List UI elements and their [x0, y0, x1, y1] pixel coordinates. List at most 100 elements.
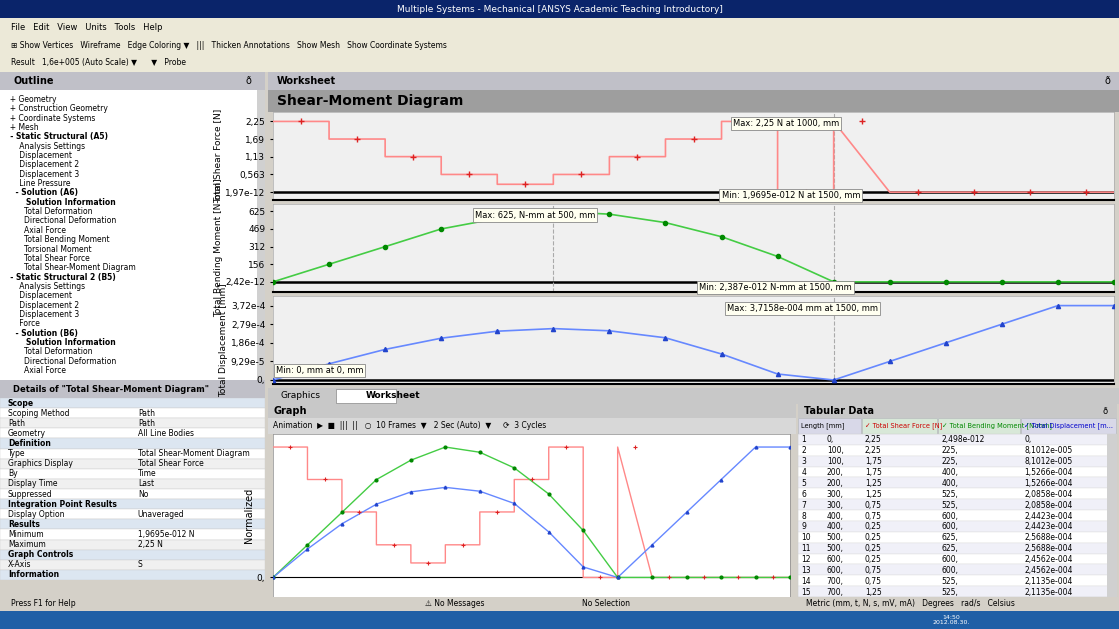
Text: Minimum: Minimum: [8, 530, 44, 539]
Bar: [0, 540, 265, 550]
Text: Displacement 2: Displacement 2: [6, 301, 79, 309]
Text: Torsional Moment: Torsional Moment: [6, 245, 92, 253]
Bar: [0, 459, 265, 469]
Text: ð: ð: [1104, 76, 1110, 86]
Text: ð: ð: [1102, 406, 1108, 416]
Bar: [939, 418, 1021, 434]
Text: Shear-Moment Diagram: Shear-Moment Diagram: [276, 94, 463, 108]
Bar: [0, 570, 265, 580]
Text: 500,: 500,: [827, 544, 844, 553]
Text: Analysis Settings: Analysis Settings: [6, 282, 85, 291]
Text: Geometry: Geometry: [8, 429, 46, 438]
Text: Displacement 3: Displacement 3: [6, 310, 79, 319]
Text: 1,75: 1,75: [865, 468, 882, 477]
Text: ð: ð: [246, 76, 252, 86]
Text: No: No: [138, 489, 148, 499]
Text: 100,: 100,: [827, 457, 844, 466]
Text: Maximum: Maximum: [8, 540, 46, 549]
Text: 1,25: 1,25: [865, 479, 882, 488]
Text: + Coordinate Systems: + Coordinate Systems: [6, 114, 95, 123]
Text: 2,5688e-004: 2,5688e-004: [1025, 544, 1073, 553]
Text: Line Pressure: Line Pressure: [6, 179, 70, 188]
Text: Total Deformation: Total Deformation: [6, 347, 93, 357]
Text: 0,25: 0,25: [865, 533, 882, 542]
Text: Total Shear Force: Total Shear Force: [138, 459, 204, 468]
Text: 1,25: 1,25: [865, 587, 882, 597]
Text: 700,: 700,: [827, 587, 844, 597]
Text: Definition: Definition: [8, 439, 50, 448]
Y-axis label: Normalized: Normalized: [244, 488, 254, 543]
Text: Display Time: Display Time: [8, 479, 57, 489]
Text: Displacement: Displacement: [6, 291, 72, 300]
Text: 525,: 525,: [941, 577, 959, 586]
Text: Press F1 for Help: Press F1 for Help: [11, 599, 76, 608]
Bar: [0, 550, 265, 560]
Text: 525,: 525,: [941, 587, 959, 597]
Bar: [0, 428, 265, 438]
Text: 400,: 400,: [827, 511, 844, 521]
Text: ✓ Total Bending Moment [N-mm]: ✓ Total Bending Moment [N-mm]: [941, 423, 1052, 430]
Text: Total Shear-Moment Diagram: Total Shear-Moment Diagram: [6, 264, 135, 272]
Text: - Static Structural 2 (B5): - Static Structural 2 (B5): [6, 272, 116, 282]
Text: 600,: 600,: [941, 566, 959, 575]
Bar: [798, 488, 1117, 499]
Y-axis label: Total Shear Force [N]: Total Shear Force [N]: [214, 109, 223, 203]
Text: - Solution (B6): - Solution (B6): [6, 329, 78, 338]
Text: 600,: 600,: [941, 511, 959, 521]
Text: Force: Force: [6, 320, 40, 328]
Bar: [0, 438, 265, 448]
Bar: [0, 479, 265, 489]
Text: S: S: [138, 560, 142, 569]
Text: Path: Path: [138, 409, 154, 418]
Text: 0,75: 0,75: [865, 511, 882, 521]
Text: 9: 9: [801, 523, 806, 532]
Text: Type: Type: [8, 449, 26, 458]
Text: 225,: 225,: [941, 457, 958, 466]
Text: 8,1012e-005: 8,1012e-005: [1025, 447, 1073, 455]
Text: 2,0858e-004: 2,0858e-004: [1025, 490, 1073, 499]
Text: Metric (mm, t, N, s, mV, mA)   Degrees   rad/s   Celsius: Metric (mm, t, N, s, mV, mA) Degrees rad…: [806, 599, 1015, 608]
Text: Multiple Systems - Mechanical [ANSYS Academic Teaching Introductory]: Multiple Systems - Mechanical [ANSYS Aca…: [396, 4, 723, 13]
Text: 600,: 600,: [827, 566, 844, 575]
Text: 300,: 300,: [827, 501, 844, 509]
Text: 1,9695e-012 N: 1,9695e-012 N: [138, 530, 195, 539]
Bar: [0, 408, 265, 418]
Bar: [798, 554, 1117, 564]
Text: Total Shear Force: Total Shear Force: [6, 254, 90, 263]
Text: Path: Path: [8, 419, 25, 428]
X-axis label: [mm]: [mm]: [518, 619, 545, 629]
Text: 4: 4: [801, 468, 806, 477]
Text: 200,: 200,: [827, 468, 844, 477]
Bar: [798, 418, 861, 434]
Text: Total Shear-Moment Diagram: Total Shear-Moment Diagram: [138, 449, 250, 458]
Text: 2,1135e-004: 2,1135e-004: [1025, 577, 1073, 586]
Text: 15: 15: [801, 587, 811, 597]
Text: Scope: Scope: [8, 399, 34, 408]
Text: 2,25 N: 2,25 N: [138, 540, 162, 549]
Text: Solution Information: Solution Information: [6, 198, 116, 207]
Text: Result   1,6e+005 (Auto Scale) ▼      ▼   Probe: Result 1,6e+005 (Auto Scale) ▼ ▼ Probe: [11, 58, 186, 67]
Text: 1,5266e-004: 1,5266e-004: [1025, 479, 1073, 488]
Text: 7: 7: [801, 501, 806, 509]
Text: Min: 2,387e-012 N-mm at 1500, mm: Min: 2,387e-012 N-mm at 1500, mm: [699, 283, 852, 292]
Text: Displacement: Displacement: [6, 151, 72, 160]
Text: 700,: 700,: [827, 577, 844, 586]
Bar: [0, 509, 265, 520]
Bar: [798, 586, 1117, 597]
Text: Directional Deformation: Directional Deformation: [6, 216, 116, 225]
Text: Path: Path: [138, 419, 154, 428]
Text: Length [mm]: Length [mm]: [801, 423, 845, 430]
Text: 0,: 0,: [827, 435, 834, 445]
Text: X-Axis: X-Axis: [8, 560, 31, 569]
Text: + Mesh: + Mesh: [6, 123, 39, 132]
Text: 11: 11: [801, 544, 810, 553]
Text: 2,25: 2,25: [865, 435, 882, 445]
Bar: [798, 499, 1117, 510]
Bar: [798, 445, 1117, 456]
Text: Animation  ▶  ■  |||  ||   ○  10 Frames  ▼   2 Sec (Auto)  ▼     ⟳  3 Cycles: Animation ▶ ■ ||| || ○ 10 Frames ▼ 2 Sec…: [273, 421, 546, 430]
Bar: [0, 469, 265, 479]
Bar: [1022, 418, 1116, 434]
Text: By: By: [8, 469, 18, 478]
Bar: [798, 477, 1117, 488]
Text: 10: 10: [801, 533, 811, 542]
